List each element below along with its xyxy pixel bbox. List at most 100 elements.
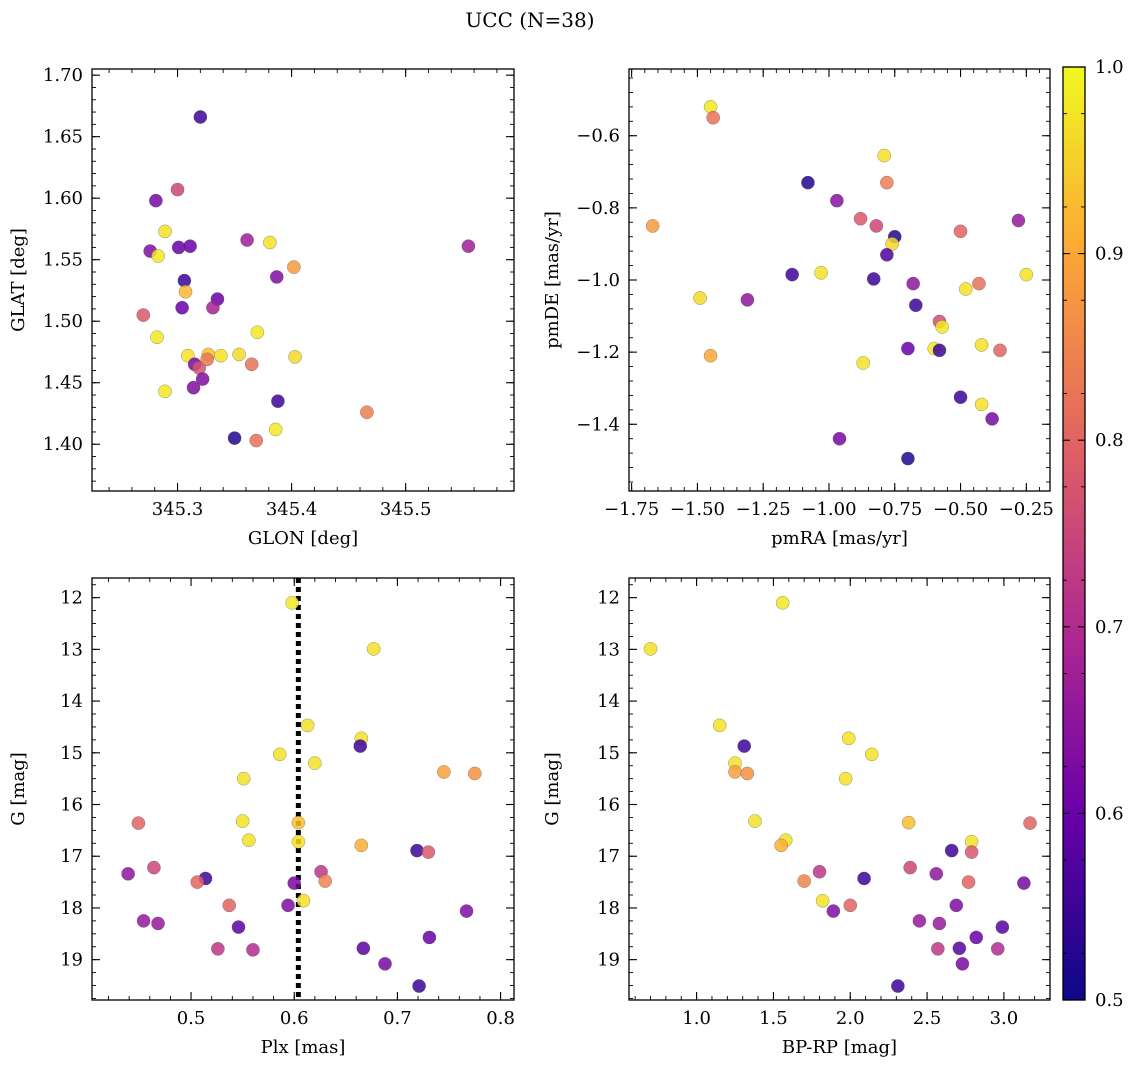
y-tick-label: 14 xyxy=(60,691,83,712)
scatter-point xyxy=(136,308,151,322)
y-tick-label: −0.6 xyxy=(576,126,620,147)
colorbar-tick-label: 1.0 xyxy=(1095,57,1124,78)
scatter-point xyxy=(227,431,242,445)
y-tick-label: 13 xyxy=(597,639,620,660)
x-tick-label: −0.50 xyxy=(933,499,988,520)
scatter-point xyxy=(246,942,260,957)
colorbar-tick-label: 0.7 xyxy=(1095,617,1124,638)
x-tick-label: −1.25 xyxy=(736,499,791,520)
plot-frame xyxy=(628,68,1051,492)
scatter-point xyxy=(712,718,727,733)
scatter-point xyxy=(953,224,968,239)
scatter-point xyxy=(287,260,301,274)
scatter-point xyxy=(249,433,264,448)
x-tick-label: 0.8 xyxy=(486,1008,515,1029)
y-tick-label: 1.50 xyxy=(43,311,83,332)
scatter-point xyxy=(908,298,923,313)
scatter-point xyxy=(841,731,856,746)
y-tick-label: 1.70 xyxy=(43,65,83,86)
scatter-point xyxy=(891,979,905,993)
scatter-point xyxy=(356,941,371,956)
scatter-point xyxy=(740,292,755,307)
scatter-point xyxy=(244,357,259,372)
scatter-point xyxy=(308,756,322,770)
x-tick-label: 3.0 xyxy=(990,1008,1019,1029)
scatter-point xyxy=(748,814,762,828)
colorbar: 0.5 0.6 0.7 0.8 0.9 1.0 xyxy=(1062,57,1124,1011)
y-tick-label: 1.45 xyxy=(43,373,83,394)
y-tick-label: 17 xyxy=(597,846,620,867)
x-axis-label: GLON [deg] xyxy=(248,528,358,549)
scatter-point xyxy=(231,920,246,934)
scatter-point xyxy=(974,397,989,412)
scatter-point xyxy=(271,394,285,409)
scatter-point xyxy=(121,866,135,881)
x-tick-label: −1.75 xyxy=(604,499,659,520)
scatter-point xyxy=(186,380,201,395)
scatter-point xyxy=(740,766,755,781)
panel-plx-g: 0.5 0.6 0.7 0.8 12 13 14 15 16 17 18 19 Plx [mas] G [… xyxy=(8,577,515,1058)
scatter-point xyxy=(880,175,894,190)
scatter-point xyxy=(232,347,246,362)
plot-frame xyxy=(91,577,515,1001)
x-tick-label: −1.00 xyxy=(801,499,856,520)
figure-title: UCC (N=38) xyxy=(465,8,594,32)
scatter-point xyxy=(366,642,381,656)
x-tick-label: −0.25 xyxy=(999,499,1054,520)
scatter-point xyxy=(263,235,277,250)
x-tick-label: 1.5 xyxy=(759,1008,788,1029)
scatter-point xyxy=(877,148,892,163)
scatter-point xyxy=(131,816,146,830)
scatter-point xyxy=(149,193,163,208)
scatter-point xyxy=(236,771,251,786)
scatter-point xyxy=(190,875,205,889)
scatter-point xyxy=(952,941,967,956)
scatter-point xyxy=(985,412,999,426)
scatter-point xyxy=(158,384,172,399)
scatter-point xyxy=(136,914,151,928)
y-tick-label: 18 xyxy=(60,898,83,919)
scatter-point xyxy=(235,814,250,828)
colorbar-tick-label: 0.8 xyxy=(1095,430,1124,451)
scatter-point xyxy=(969,930,984,945)
scatter-point xyxy=(175,300,189,315)
scatter-point xyxy=(812,864,827,879)
scatter-point xyxy=(775,595,790,610)
scatter-point xyxy=(178,284,193,299)
scatter-point xyxy=(903,860,918,875)
scatter-point xyxy=(281,898,295,913)
y-tick-label: 12 xyxy=(60,588,83,609)
scatter-point xyxy=(467,766,482,781)
scatter-point xyxy=(170,182,185,197)
scatter-point xyxy=(838,771,853,786)
scatter-point xyxy=(856,356,871,370)
y-axis-label: G [mag] xyxy=(542,752,563,825)
scatter-point xyxy=(866,272,881,286)
x-tick-label: 0.5 xyxy=(177,1008,206,1029)
scatter-point xyxy=(360,405,374,420)
y-tick-label: 16 xyxy=(60,795,83,816)
y-tick-label: 15 xyxy=(597,743,620,764)
colorbar-tick-label: 0.5 xyxy=(1095,990,1124,1011)
scatter-point xyxy=(944,843,959,858)
x-tick-label: −0.75 xyxy=(867,499,922,520)
scatter-point xyxy=(869,219,884,233)
scatter-point xyxy=(728,765,742,779)
scatter-point xyxy=(774,838,788,853)
plot-frame xyxy=(91,68,515,492)
scatter-point xyxy=(353,739,368,753)
scatter-point xyxy=(929,866,944,881)
scatter-point xyxy=(296,893,311,908)
scatter-point xyxy=(1023,816,1037,830)
scatter-point xyxy=(240,233,254,247)
y-tick-label: 16 xyxy=(597,795,620,816)
scatter-point xyxy=(200,352,215,367)
scatter-point xyxy=(300,718,315,733)
scatter-point xyxy=(214,348,228,363)
scatter-point xyxy=(737,739,752,753)
y-tick-label: 1.60 xyxy=(43,188,83,209)
scatter-point xyxy=(901,341,915,356)
x-tick-label: 0.6 xyxy=(280,1008,309,1029)
y-tick-label: 17 xyxy=(60,846,83,867)
y-tick-label: 1.55 xyxy=(43,250,83,271)
